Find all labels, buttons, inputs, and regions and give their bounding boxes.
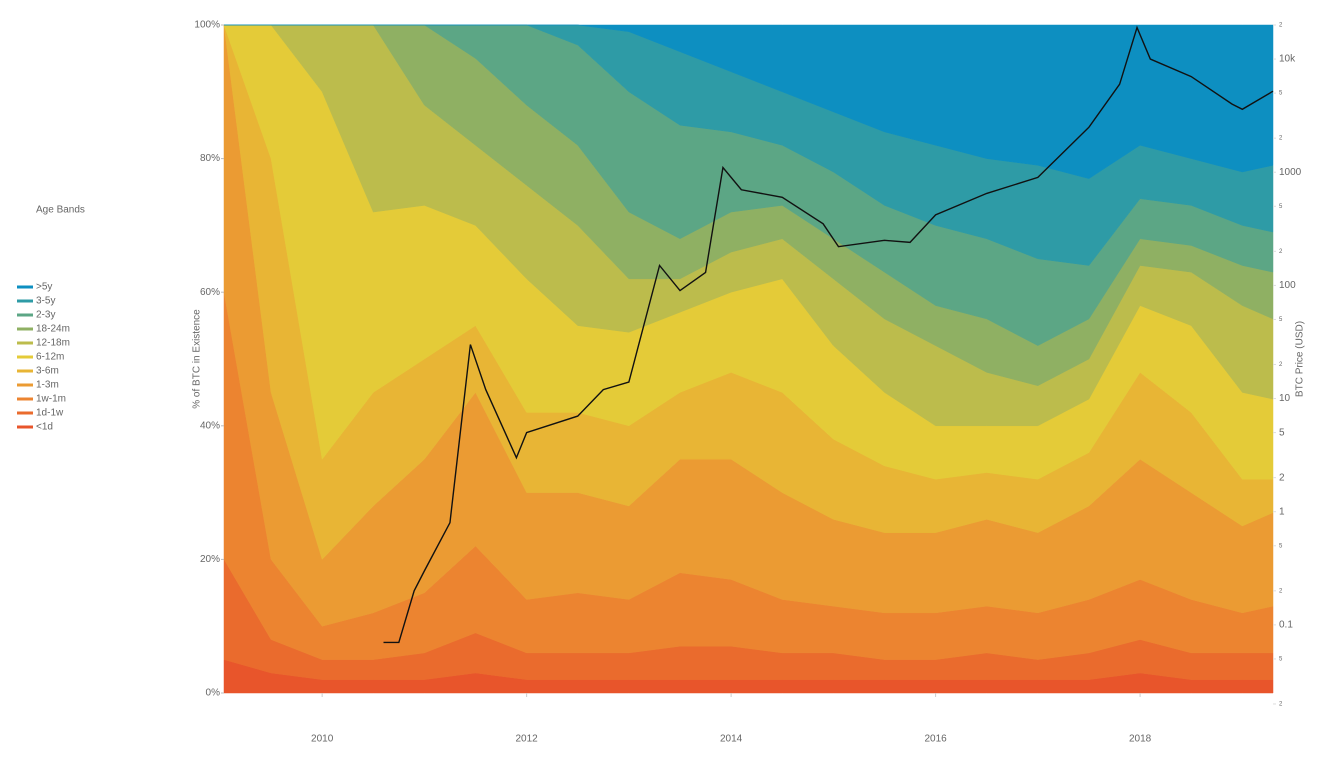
price-line [383, 25, 1274, 644]
legend-label: 6-12m [36, 352, 64, 363]
y2-tick-label: 10k [1279, 54, 1296, 65]
y2-tick-label: 2 [1279, 136, 1283, 142]
y2-tick-label: 2 [1279, 23, 1283, 29]
x-tick-label: 2018 [1129, 734, 1152, 745]
legend-label: >5y [36, 282, 52, 293]
y2-tick-label: 2 [1279, 249, 1283, 255]
legend-label: <1d [36, 422, 53, 433]
x-tick-label: 2016 [924, 734, 947, 745]
y-tick-label: 0% [206, 688, 221, 699]
y2-tick-label: 2 [1279, 362, 1283, 368]
y2-tick-label: 5 [1279, 543, 1283, 549]
y-axis-title: % of BTC in Existence [192, 309, 203, 409]
legend-label: 1w-1m [36, 394, 66, 405]
legend-label: 2-3y [36, 310, 55, 321]
y2-tick-label: 5 [1279, 91, 1283, 97]
y-tick-label: 100% [194, 20, 220, 31]
y2-tick-label: 5 [1279, 204, 1283, 210]
y2-tick-label: 100 [1279, 280, 1296, 291]
y-tick-label: 40% [200, 420, 220, 431]
legend-title: Age Bands [36, 205, 85, 216]
y2-tick-label: 10 [1279, 393, 1291, 404]
legend-label: 3-6m [36, 366, 59, 377]
y-tick-label: 60% [200, 287, 220, 298]
y-tick-label: 20% [200, 554, 220, 565]
y2-tick-label: 1 [1279, 506, 1285, 517]
y2-tick-label: 2 [1279, 702, 1283, 708]
y2-axis-title: BTC Price (USD) [1295, 321, 1306, 397]
y-tick-label: 80% [200, 153, 220, 164]
y2-tick-label: 5 [1279, 427, 1285, 438]
legend-label: 3-5y [36, 296, 55, 307]
legend-label: 1d-1w [36, 408, 64, 419]
y2-tick-label: 2 [1279, 472, 1285, 483]
x-tick-label: 2012 [516, 734, 539, 745]
y2-tick-label: 0.1 [1279, 620, 1293, 631]
y2-tick-label: 5 [1279, 657, 1283, 663]
y2-tick-label: 5 [1279, 317, 1283, 323]
area-band [224, 24, 1274, 179]
legend-label: 1-3m [36, 380, 59, 391]
legend-label: 12-18m [36, 338, 70, 349]
x-tick-label: 2014 [720, 734, 743, 745]
legend-label: 18-24m [36, 324, 70, 335]
y2-tick-label: 1000 [1279, 167, 1302, 178]
y2-tick-label: 2 [1279, 588, 1283, 594]
x-tick-label: 2010 [311, 734, 334, 745]
